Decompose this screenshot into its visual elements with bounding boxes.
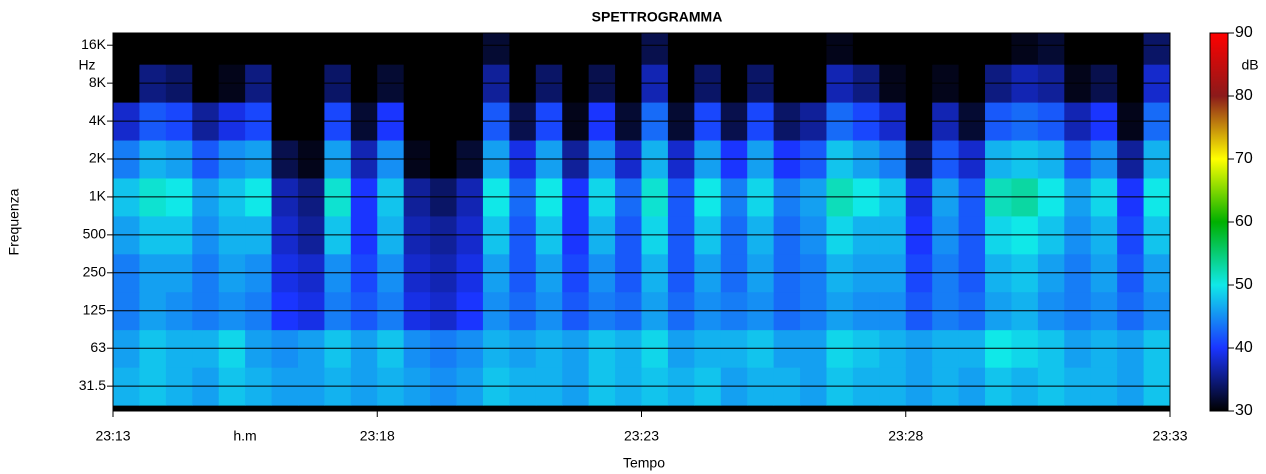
x-tick-label: 23:23 xyxy=(624,428,659,444)
y-axis-label: Frequenza xyxy=(6,188,22,255)
colorbar-tick-label: 60 xyxy=(1235,213,1253,230)
chart-title: SPETTROGRAMMA xyxy=(592,9,723,25)
x-unit: h.m xyxy=(233,428,256,444)
colorbar xyxy=(1210,33,1228,411)
colorbar-tick-label: 50 xyxy=(1235,276,1253,293)
y-tick-label: 31.5 xyxy=(79,377,106,393)
colorbar-label: dB xyxy=(1241,57,1258,73)
colorbar-tick-label: 80 xyxy=(1235,87,1253,104)
x-tick-label: 23:18 xyxy=(360,428,395,444)
y-tick-label: 250 xyxy=(83,263,107,279)
colorbar-tick-label: 40 xyxy=(1235,339,1253,356)
y-tick-label: 125 xyxy=(83,301,107,317)
heatmap xyxy=(113,26,1171,411)
y-tick-label: 500 xyxy=(83,226,107,242)
x-tick-label: 23:33 xyxy=(1152,428,1187,444)
x-axis-label: Tempo xyxy=(623,455,665,471)
y-tick-label: 2K xyxy=(89,150,107,166)
colorbar-tick-label: 90 xyxy=(1235,24,1253,41)
y-tick-label: 63 xyxy=(90,339,106,355)
colorbar-tick-label: 30 xyxy=(1235,402,1253,419)
y-tick-label: 1K xyxy=(89,188,107,204)
x-tick-label: 23:28 xyxy=(888,428,923,444)
x-tick-label: 23:13 xyxy=(95,428,130,444)
y-tick-label: 4K xyxy=(89,112,107,128)
colorbar-tick-label: 70 xyxy=(1235,150,1253,167)
y-tick-label: 16K xyxy=(81,36,107,52)
y-tick-label: 8K xyxy=(89,74,107,90)
y-unit: Hz xyxy=(78,57,95,73)
